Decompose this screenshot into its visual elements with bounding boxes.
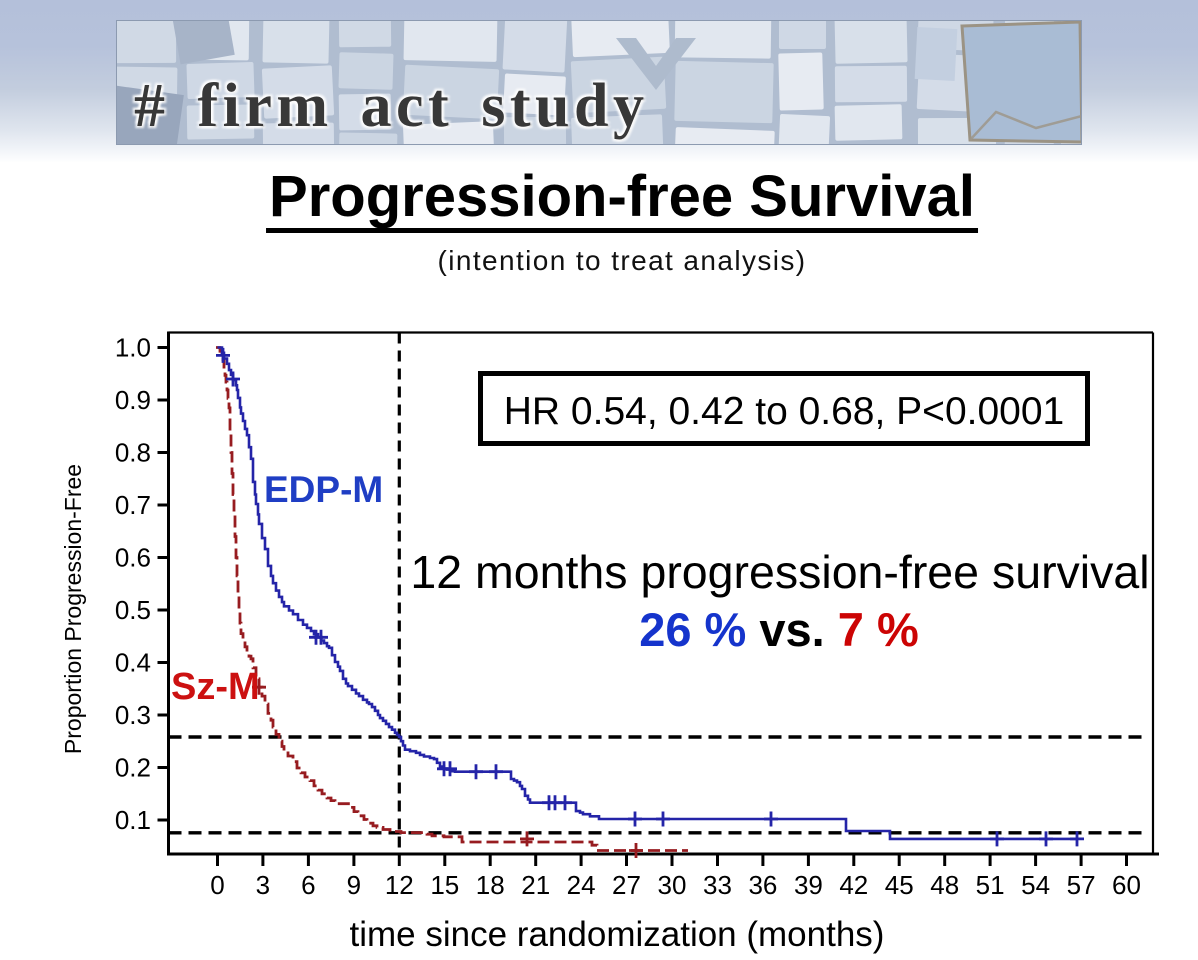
svg-text:42: 42: [839, 870, 868, 900]
svg-text:39: 39: [794, 870, 823, 900]
svg-text:0.4: 0.4: [115, 648, 151, 678]
svg-text:0.7: 0.7: [115, 490, 151, 520]
svg-text:0.1: 0.1: [115, 805, 151, 835]
svg-text:36: 36: [748, 870, 777, 900]
svg-text:0.8: 0.8: [115, 438, 151, 468]
svg-text:60: 60: [1112, 870, 1141, 900]
svg-text:21: 21: [521, 870, 550, 900]
svg-text:3: 3: [256, 870, 270, 900]
svg-text:18: 18: [476, 870, 505, 900]
svg-text:27: 27: [612, 870, 641, 900]
svg-text:EDP-M: EDP-M: [264, 469, 383, 510]
svg-text:time since randomization (mont: time since randomization (months): [350, 915, 885, 954]
svg-text:0.5: 0.5: [115, 595, 151, 625]
svg-text:0.2: 0.2: [115, 753, 151, 783]
svg-text:24: 24: [567, 870, 596, 900]
svg-text:15: 15: [430, 870, 459, 900]
svg-text:45: 45: [885, 870, 914, 900]
svg-text:51: 51: [976, 870, 1005, 900]
svg-text:6: 6: [301, 870, 315, 900]
svg-text:12: 12: [385, 870, 414, 900]
svg-text:48: 48: [930, 870, 959, 900]
svg-text:57: 57: [1067, 870, 1096, 900]
svg-text:9: 9: [347, 870, 361, 900]
svg-text:12 months progression-free sur: 12 months progression-free survival: [410, 546, 1149, 598]
svg-text:Sz-M: Sz-M: [171, 666, 260, 708]
svg-text:0.6: 0.6: [115, 543, 151, 573]
svg-text:HR 0.54, 0.42 to 0.68, P<0.000: HR 0.54, 0.42 to 0.68, P<0.0001: [504, 390, 1065, 433]
svg-text:30: 30: [658, 870, 687, 900]
svg-text:1.0: 1.0: [115, 333, 151, 363]
svg-text:33: 33: [703, 870, 732, 900]
svg-text:0: 0: [210, 870, 224, 900]
svg-text:Proportion Progression-Free: Proportion Progression-Free: [60, 464, 86, 754]
svg-text:0.9: 0.9: [115, 385, 151, 415]
svg-text:0.3: 0.3: [115, 700, 151, 730]
svg-text:54: 54: [1021, 870, 1050, 900]
svg-text:26 % vs. 7 %: 26 % vs. 7 %: [639, 603, 919, 656]
